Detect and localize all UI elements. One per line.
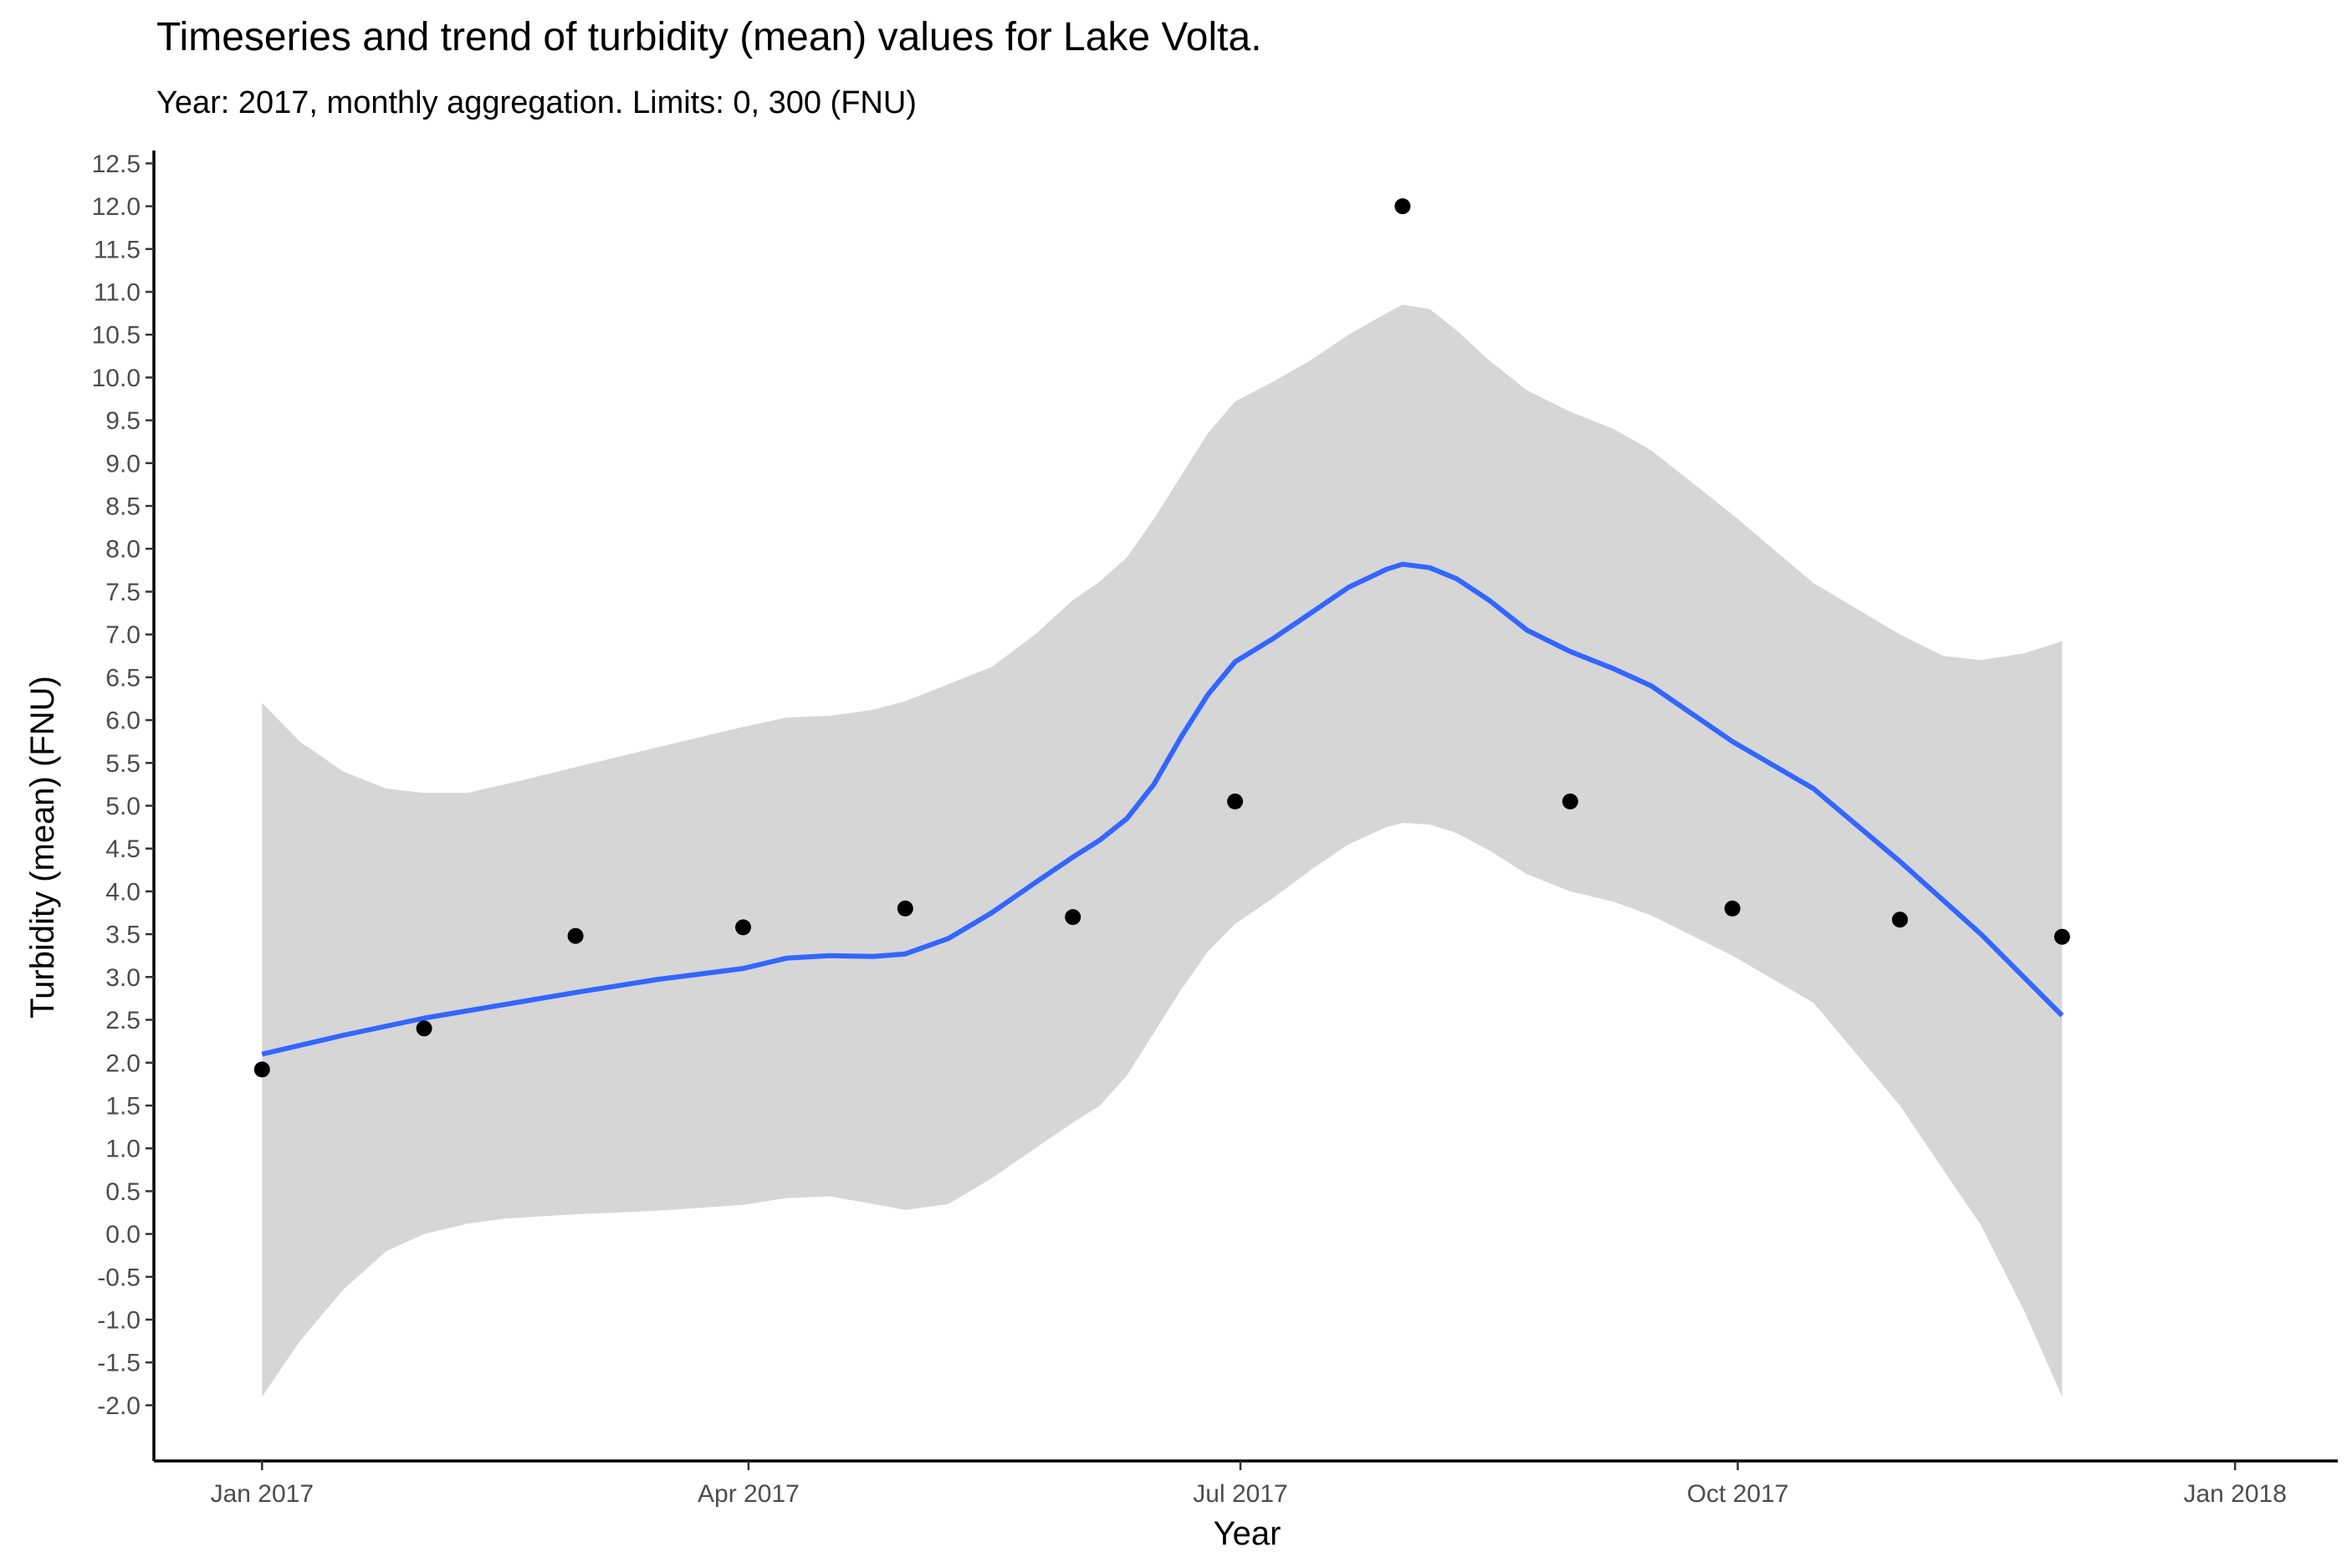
y-tick-label: -2.0 bbox=[97, 1392, 141, 1420]
y-tick-label: 3.0 bbox=[105, 964, 141, 992]
y-tick-label: 5.5 bbox=[105, 750, 141, 778]
chart-subtitle: Year: 2017, monthly aggregation. Limits:… bbox=[156, 85, 917, 120]
y-tick-label: 1.0 bbox=[105, 1136, 141, 1163]
y-tick-label: 4.5 bbox=[105, 835, 141, 863]
data-point-10 bbox=[1724, 900, 1741, 917]
y-tick-label: 2.5 bbox=[105, 1007, 141, 1034]
y-tick-label: 7.5 bbox=[105, 579, 141, 606]
y-tick-label: 9.5 bbox=[105, 407, 141, 435]
y-tick-label: 4.0 bbox=[105, 878, 141, 906]
y-tick-label: 6.5 bbox=[105, 664, 141, 692]
y-tick-label: 11.5 bbox=[94, 236, 141, 263]
y-tick-label: 5.0 bbox=[105, 793, 141, 820]
y-tick-label: 9.0 bbox=[105, 450, 141, 478]
data-point-7 bbox=[1227, 793, 1244, 810]
y-tick-label: -1.0 bbox=[97, 1307, 141, 1335]
y-tick-label: 7.0 bbox=[105, 621, 141, 649]
x-tick-label: Jul 2017 bbox=[1193, 1480, 1287, 1508]
trend-line bbox=[261, 561, 2064, 1057]
y-tick-label: 8.0 bbox=[105, 536, 141, 564]
x-axis-ticks: Jan 2017 Apr 2017 Jul 2017 Oct 2017 Jan 2018 bbox=[211, 1461, 2287, 1508]
data-point-5 bbox=[897, 900, 913, 917]
x-tick-label: Apr 2017 bbox=[698, 1480, 800, 1508]
y-tick-label: 12.0 bbox=[92, 193, 141, 221]
y-tick-label: 10.5 bbox=[92, 322, 141, 350]
data-point-12 bbox=[2053, 928, 2070, 945]
x-tick-label: Oct 2017 bbox=[1687, 1480, 1789, 1508]
y-tick-label: 3.5 bbox=[105, 922, 141, 949]
y-tick-label: 11.0 bbox=[94, 279, 141, 307]
confidence-band bbox=[262, 304, 2063, 1397]
data-point-3 bbox=[567, 927, 584, 944]
x-axis-title: Year bbox=[1214, 1515, 1281, 1552]
y-tick-label: -0.5 bbox=[97, 1264, 141, 1291]
y-tick-label: 0.0 bbox=[105, 1221, 141, 1249]
y-tick-label: 2.0 bbox=[105, 1050, 141, 1077]
data-point-6 bbox=[1065, 909, 1081, 926]
y-tick-label: 0.5 bbox=[105, 1178, 141, 1206]
data-point-1 bbox=[253, 1061, 270, 1078]
chart-title: Timeseries and trend of turbidity (mean)… bbox=[156, 15, 1262, 59]
data-points bbox=[253, 198, 2070, 1078]
y-tick-label: 10.0 bbox=[92, 365, 141, 392]
y-tick-label: 12.5 bbox=[92, 151, 141, 178]
data-point-8 bbox=[1394, 198, 1411, 215]
y-axis-title: Turbidity (mean) (FNU) bbox=[24, 676, 61, 1019]
y-tick-label: 1.5 bbox=[105, 1093, 141, 1121]
plot-area bbox=[253, 198, 2070, 1397]
data-point-9 bbox=[1562, 793, 1578, 810]
y-tick-label: -1.5 bbox=[97, 1350, 141, 1377]
data-point-2 bbox=[416, 1020, 432, 1037]
x-tick-label: Jan 2017 bbox=[211, 1480, 314, 1508]
y-tick-label: 6.0 bbox=[105, 707, 141, 735]
data-point-4 bbox=[735, 919, 751, 936]
x-tick-label: Jan 2018 bbox=[2183, 1480, 2286, 1508]
data-point-11 bbox=[1892, 912, 1908, 928]
y-tick-label: 8.5 bbox=[105, 493, 141, 521]
y-axis-ticks: -2.0 -1.5 -1.0 -0.5 0.0 0.5 1.0 1.5 2.0 2.5 3.0 3.5… bbox=[92, 151, 154, 1420]
